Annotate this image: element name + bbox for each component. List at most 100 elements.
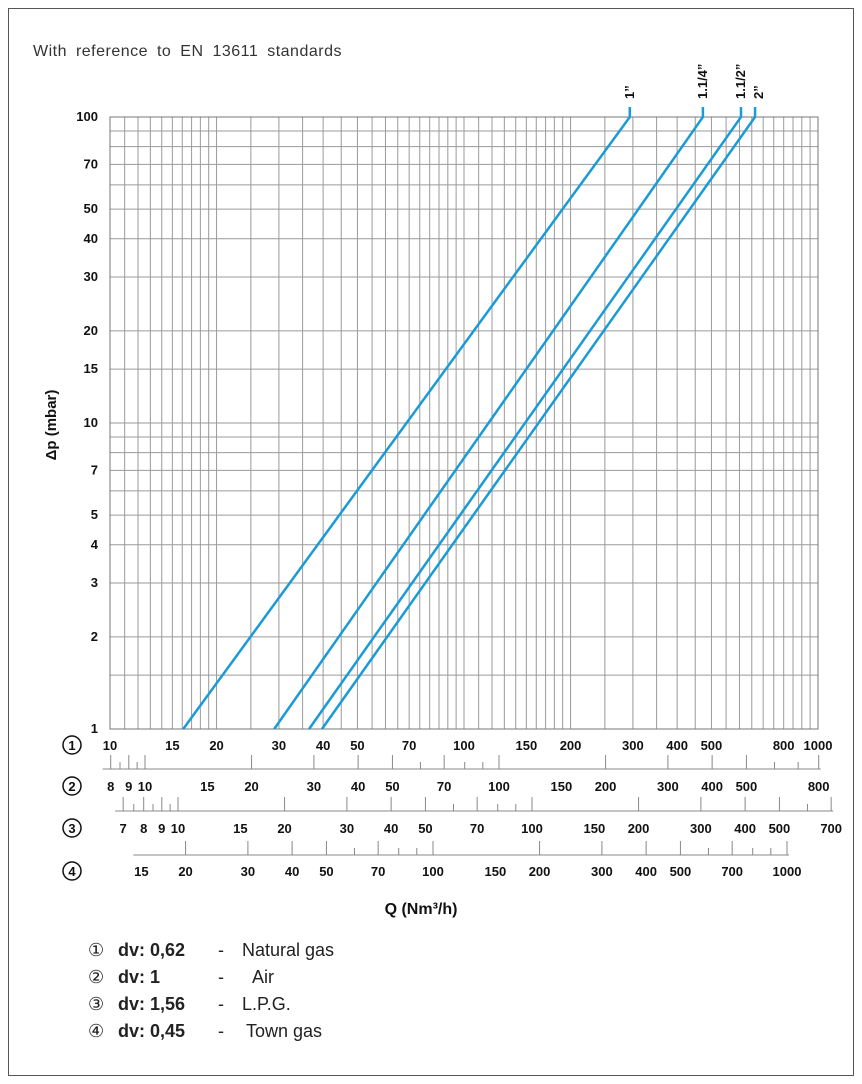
x-tick-label-scale-3: 150 xyxy=(583,821,605,836)
x-tick-label-scale-4: 50 xyxy=(319,864,333,879)
x-tick-label-scale-2: 800 xyxy=(808,779,830,794)
x-tick-label-scale-2: 150 xyxy=(550,779,572,794)
x-tick-label-scale-3: 8 xyxy=(140,821,147,836)
x-tick-label-scale-3: 20 xyxy=(277,821,291,836)
legend-air: ② dv: 1 - Air xyxy=(88,966,488,988)
x-tick-label-scale-1: 20 xyxy=(209,738,223,753)
x-tick-label-scale-1: 1000 xyxy=(804,738,833,753)
plot-area xyxy=(109,116,819,730)
scale-number-2: ② xyxy=(88,967,105,987)
x-tick-label-scale-1: 15 xyxy=(165,738,179,753)
x-tick-label-scale-3: 400 xyxy=(734,821,756,836)
x-tick-label-scale-4: 700 xyxy=(721,864,743,879)
y-tick-label: 3 xyxy=(91,575,98,590)
x-tick-label-scale-1: 30 xyxy=(272,738,286,753)
x-tick-label-scale-2: 50 xyxy=(385,779,399,794)
x-tick-label-scale-2: 9 xyxy=(125,779,132,794)
x-tick-label-scale-3: 30 xyxy=(340,821,354,836)
x-tick-label-scale-2: 40 xyxy=(351,779,365,794)
legend-dash: - xyxy=(218,967,224,987)
x-tick-label-scale-3: 7 xyxy=(120,821,127,836)
x-tick-label-scale-2: 500 xyxy=(736,779,758,794)
scale-number: 2 xyxy=(68,779,75,794)
x-tick-label-scale-4: 400 xyxy=(635,864,657,879)
x-tick-label-scale-2: 100 xyxy=(488,779,510,794)
x-tick-label-scale-2: 300 xyxy=(657,779,679,794)
y-tick-label: 2 xyxy=(91,629,98,644)
x-tick-label-scale-4: 500 xyxy=(670,864,692,879)
y-tick-label: 10 xyxy=(84,415,98,430)
x-tick-label-scale-2: 8 xyxy=(107,779,114,794)
x-tick-label-scale-3: 9 xyxy=(158,821,165,836)
series-line-1 xyxy=(182,107,632,730)
y-tick-label: 40 xyxy=(84,231,98,246)
x-tick-label-scale-4: 1000 xyxy=(773,864,802,879)
y-tick-label: 7 xyxy=(91,462,98,477)
y-tick-label: 50 xyxy=(84,201,98,216)
legend-dv: dv: 0,62 xyxy=(118,940,186,960)
x-tick-label-scale-4: 300 xyxy=(591,864,613,879)
x-tick-label-scale-4: 15 xyxy=(134,864,148,879)
y-tick-label: 20 xyxy=(84,323,98,338)
x-tick-label-scale-3: 700 xyxy=(820,821,842,836)
x-tick-label-scale-2: 200 xyxy=(595,779,617,794)
scale-number-circle xyxy=(62,735,82,755)
x-tick-label-scale-4: 200 xyxy=(529,864,551,879)
legend-town-gas: ④ dv: 0,45 - Town gas xyxy=(88,1020,488,1042)
legend-dv: dv: 1 xyxy=(118,967,161,987)
x-tick-label-scale-1: 400 xyxy=(666,738,688,753)
x-tick-label-scale-2: 30 xyxy=(307,779,321,794)
x-tick-label-scale-1: 300 xyxy=(622,738,644,753)
legend-lpg: ③ dv: 1,56 - L.P.G. xyxy=(88,993,488,1015)
scale-number-circle xyxy=(62,861,82,881)
scale-number-1: ① xyxy=(88,940,105,960)
series-line-3 xyxy=(308,107,743,730)
y-tick-label: 70 xyxy=(84,156,98,171)
x-tick-label-scale-3: 40 xyxy=(384,821,398,836)
legend-dv: dv: 1,56 xyxy=(118,994,186,1014)
x-axis-label: Q (Nm³/h) xyxy=(385,901,458,918)
x-tick-label-scale-2: 15 xyxy=(200,779,214,794)
legend-gas: Air xyxy=(252,967,274,987)
legend-dash: - xyxy=(218,940,224,960)
x-tick-label-scale-3: 500 xyxy=(769,821,791,836)
x-tick-label-scale-1: 70 xyxy=(402,738,416,753)
series-line-4 xyxy=(320,107,757,730)
x-tick-label-scale-1: 500 xyxy=(701,738,723,753)
series-line-2 xyxy=(273,107,705,730)
x-tick-label-scale-3: 100 xyxy=(521,821,543,836)
x-tick-label-scale-1: 800 xyxy=(773,738,795,753)
scale-number-circle xyxy=(62,818,82,838)
x-tick-label-scale-3: 10 xyxy=(171,821,185,836)
series-label: 1.1/4” xyxy=(695,64,710,99)
x-tick-label-scale-4: 150 xyxy=(484,864,506,879)
scale-number-circle xyxy=(62,776,82,796)
y-tick-label: 30 xyxy=(84,269,98,284)
y-tick-label: 5 xyxy=(91,507,98,522)
legend-gas: Town gas xyxy=(246,1021,323,1041)
y-tick-label: 100 xyxy=(76,109,98,124)
x-tick-label-scale-3: 50 xyxy=(418,821,432,836)
y-tick-label: 4 xyxy=(91,537,99,552)
standards-note: With reference to EN 13611 standards xyxy=(33,43,342,60)
x-tick-label-scale-1: 40 xyxy=(316,738,330,753)
legend-gas: L.P.G. xyxy=(242,994,291,1014)
scale-number: 1 xyxy=(68,738,75,753)
x-tick-label-scale-3: 70 xyxy=(470,821,484,836)
legend-dash: - xyxy=(218,1021,224,1041)
scale-number: 4 xyxy=(68,864,76,879)
scale-number: 3 xyxy=(68,821,75,836)
y-tick-label: 1 xyxy=(91,721,98,736)
x-tick-label-scale-2: 20 xyxy=(244,779,258,794)
x-tick-label-scale-2: 10 xyxy=(138,779,152,794)
series-label: 1.1/2” xyxy=(733,64,748,99)
series-label: 1” xyxy=(622,85,637,99)
x-tick-label-scale-1: 150 xyxy=(515,738,537,753)
x-tick-label-scale-4: 30 xyxy=(241,864,255,879)
legend-dv: dv: 0,45 xyxy=(118,1021,186,1041)
legend-gas: Natural gas xyxy=(242,940,335,960)
legend-dash: - xyxy=(218,994,224,1014)
chart-frame xyxy=(8,8,854,1076)
x-tick-label-scale-1: 10 xyxy=(103,738,117,753)
